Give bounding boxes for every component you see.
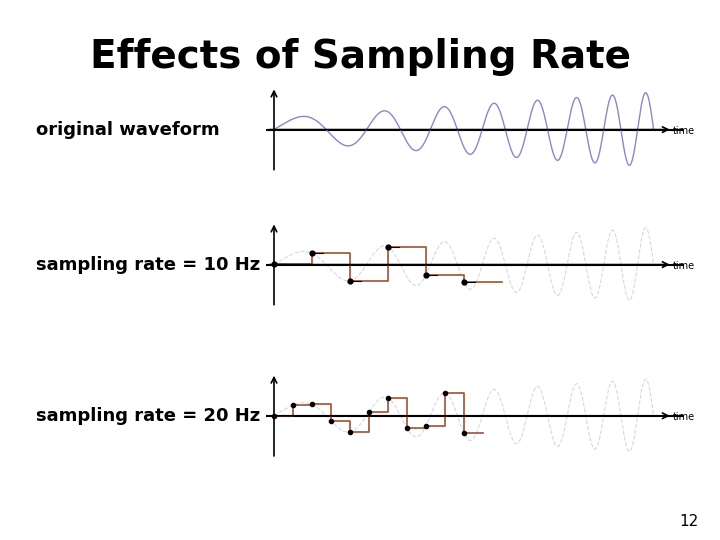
Text: original waveform: original waveform bbox=[36, 120, 220, 139]
Text: sampling rate = 20 Hz: sampling rate = 20 Hz bbox=[36, 407, 260, 425]
Text: Effects of Sampling Rate: Effects of Sampling Rate bbox=[89, 38, 631, 76]
Text: time: time bbox=[672, 126, 695, 136]
Text: time: time bbox=[672, 412, 695, 422]
Text: sampling rate = 10 Hz: sampling rate = 10 Hz bbox=[36, 255, 260, 274]
Text: time: time bbox=[672, 261, 695, 271]
Text: 12: 12 bbox=[679, 514, 698, 529]
